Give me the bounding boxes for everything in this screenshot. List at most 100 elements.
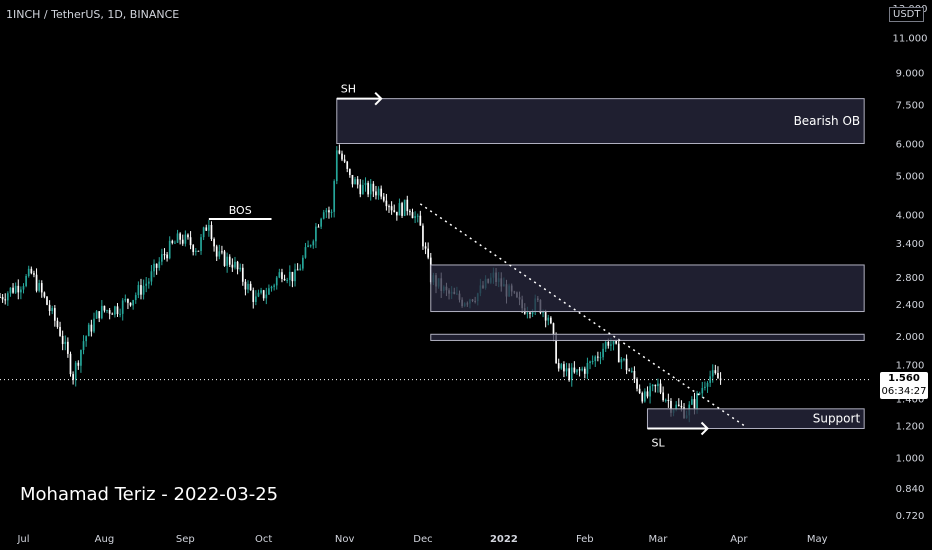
candle-body [77,362,80,366]
candle-body [74,362,77,380]
zone-label: Support [813,412,861,426]
candle-body [330,211,333,213]
candle-body [526,312,529,314]
last-price-value: 1.560 [888,373,920,384]
candle-body [675,404,678,410]
bos-label: BOS [229,204,252,217]
candle-body [270,286,273,289]
candle-body [662,392,664,401]
zone-box [336,98,865,144]
candle-body [542,311,544,313]
candle-body [127,298,129,303]
candle-body [108,310,111,314]
y-tick-label: 2.000 [896,332,925,343]
candle-body [9,287,12,294]
candle-body [283,278,286,281]
candle-body [189,237,192,246]
candle-body [184,234,187,244]
candle-body [560,364,563,369]
candle-body [22,286,25,290]
candle-body [85,336,88,342]
candle-body [610,344,612,346]
candle-body [701,388,704,394]
candle-body [706,382,709,387]
candle-body [181,239,184,244]
x-tick-label: Apr [730,534,748,545]
candle-body [134,295,137,301]
y-tick-label: 3.400 [896,239,925,250]
candle-body [43,292,46,297]
candle-body [570,367,573,380]
candle-body [268,288,270,295]
candle-body [17,285,20,293]
zone-label: Bearish OB [794,114,861,128]
candle-body [711,370,714,377]
candle-body [20,289,22,293]
candle-body [343,159,346,162]
candle-body [691,399,693,405]
x-tick-label: 2022 [490,534,518,545]
zone-box [430,264,865,313]
candle-body [312,241,315,246]
bar-countdown: 06:34:27 [881,386,927,397]
candle-body [657,383,659,387]
candle-body [409,211,411,213]
candle-body [215,246,218,257]
x-tick-label: Sep [176,534,195,545]
candle-body [333,181,336,212]
candle-body [46,296,48,305]
candle-body [555,335,557,364]
candle-body [693,399,696,409]
candle-body [296,269,299,271]
candle-body [401,203,403,216]
candle-body [1,297,4,300]
candle-body [0,296,1,298]
swing-arrow-head [700,421,709,436]
candle-body [615,340,617,344]
candle-body [228,256,231,265]
x-tick-label: Jul [16,534,29,545]
candle-body [255,296,257,302]
candle-body [380,188,383,197]
x-tick-label: Feb [576,534,594,545]
candle-body [359,184,362,195]
currency-badge[interactable]: USDT [889,7,925,22]
candle-body [382,196,385,201]
candle-body [197,250,200,252]
candle-body [320,218,322,227]
candle-body [670,400,672,413]
candle-body [90,324,93,332]
y-tick-label: 6.000 [896,139,925,150]
candle-body [664,399,667,401]
candle-body [651,384,654,387]
candle-body [200,237,202,251]
candle-body [529,312,531,314]
candle-body [372,183,375,192]
candle-body [680,405,683,408]
candle-body [367,182,369,195]
candle-body [704,386,706,389]
candle-body [281,272,283,279]
symbol-title[interactable]: 1INCH / TetherUS, 1D, BINANCE [6,8,180,21]
candle-body [322,212,325,219]
candle-body [390,206,393,211]
candle-body [239,267,242,270]
candle-body [61,335,64,345]
candle-body [145,283,148,286]
candle-body [100,305,103,319]
candle-body [163,254,166,256]
x-tick-label: Dec [413,534,432,545]
candle-body [265,294,268,299]
candle-body [594,356,597,361]
candle-body [288,271,291,280]
candle-body [424,246,427,249]
x-tick-label: May [807,534,828,545]
candle-body [649,386,651,397]
candle-body [221,251,223,253]
candle-body [348,168,351,175]
candle-body [291,271,294,282]
candle-body [646,391,649,397]
y-tick-label: 2.400 [896,300,925,311]
candle-body [698,393,701,395]
